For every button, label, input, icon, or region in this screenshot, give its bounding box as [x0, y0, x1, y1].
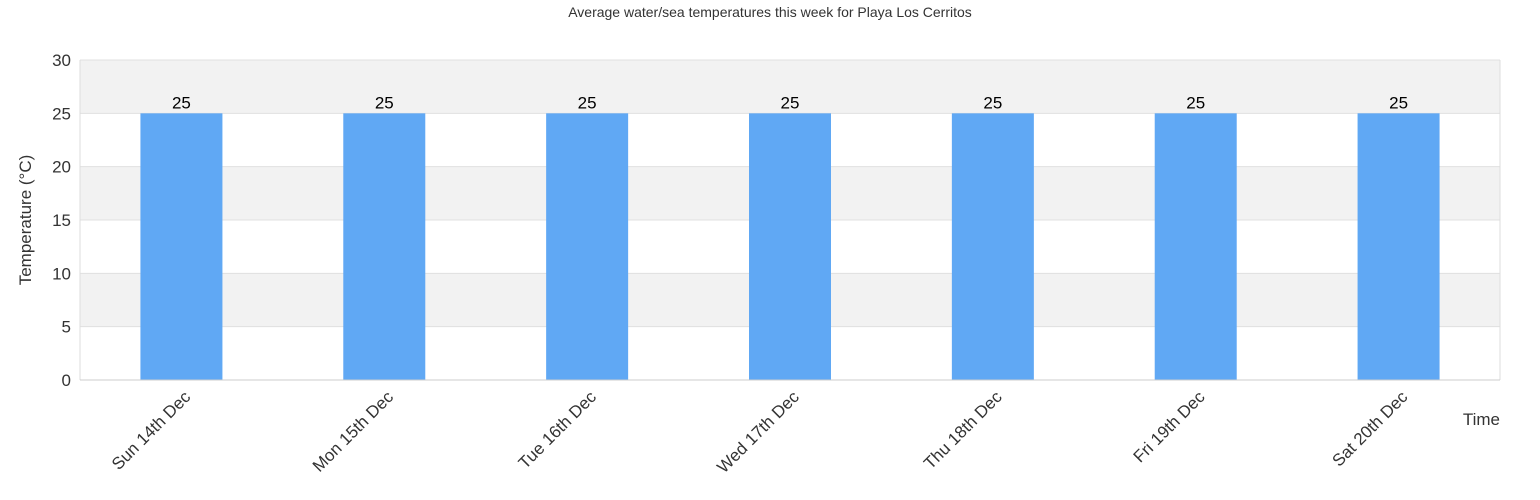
data-label: 25 — [375, 93, 394, 112]
y-axis-label: Temperature (°C) — [16, 155, 35, 286]
grid-band — [80, 60, 1500, 114]
y-tick-label: 15 — [52, 211, 71, 230]
data-label: 25 — [578, 93, 597, 112]
y-tick-label: 10 — [52, 264, 71, 283]
data-label: 25 — [172, 93, 191, 112]
bar — [951, 113, 1034, 380]
bar — [546, 113, 629, 380]
plot-area: 0 5 10 15 20 25 30 25 Sun 14th Dec 25 Mon 15th Dec… — [52, 51, 1501, 477]
x-tick-label: Sat 20th Dec — [1328, 387, 1411, 470]
y-tick-label: 25 — [52, 104, 71, 123]
bar — [1154, 113, 1237, 380]
y-tick-label: 0 — [62, 371, 71, 390]
x-tick-label: Fri 19th Dec — [1130, 387, 1209, 466]
bar — [140, 113, 223, 380]
chart-title: Average water/sea temperatures this week… — [568, 4, 972, 20]
bar — [749, 113, 831, 380]
y-tick-label: 5 — [62, 318, 71, 337]
bar — [1357, 113, 1440, 380]
data-label: 25 — [781, 93, 800, 112]
x-tick-label: Sun 14th Dec — [108, 387, 195, 474]
x-axis-label: Time — [1463, 410, 1500, 429]
y-tick-label: 30 — [52, 51, 71, 70]
data-label: 25 — [1389, 93, 1408, 112]
x-tick-label: Mon 15th Dec — [309, 387, 398, 476]
x-tick-label: Thu 18th Dec — [920, 387, 1006, 473]
data-label: 25 — [983, 93, 1002, 112]
y-tick-label: 20 — [52, 158, 71, 177]
bar — [343, 113, 426, 380]
x-tick-label: Wed 17th Dec — [713, 387, 803, 477]
x-tick-label: Tue 16th Dec — [515, 387, 601, 473]
data-label: 25 — [1186, 93, 1205, 112]
